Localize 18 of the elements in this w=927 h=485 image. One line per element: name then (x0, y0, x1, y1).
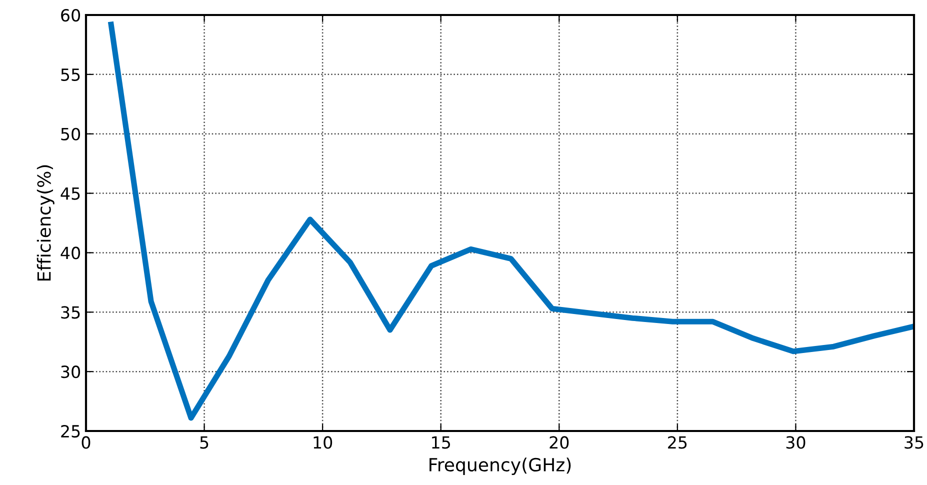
y-tick-label: 55 (61, 68, 80, 81)
y-tick-label: 25 (61, 424, 80, 438)
x-tick-label: 15 (432, 436, 450, 449)
y-tick-label: 40 (60, 246, 80, 260)
y-tick-label: 60 (61, 8, 80, 22)
x-axis-title: Frequency(GHz) (430, 458, 571, 476)
y-tick-label: 50 (61, 128, 80, 140)
y-axis-title: Efficiency(%) (36, 165, 54, 280)
x-tick-label: 0 (82, 436, 90, 449)
x-tick-label: 25 (668, 436, 687, 449)
x-tick-label: 35 (904, 436, 924, 449)
x-tick-label: 20 (550, 436, 569, 449)
x-tick-label: 5 (200, 436, 208, 449)
x-tick-label: 10 (314, 436, 332, 449)
x-tick-label: 30 (786, 436, 806, 449)
y-tick-label: 35 (61, 306, 80, 319)
y-tick-label: 30 (61, 366, 80, 378)
y-tick-label: 45 (60, 187, 80, 200)
